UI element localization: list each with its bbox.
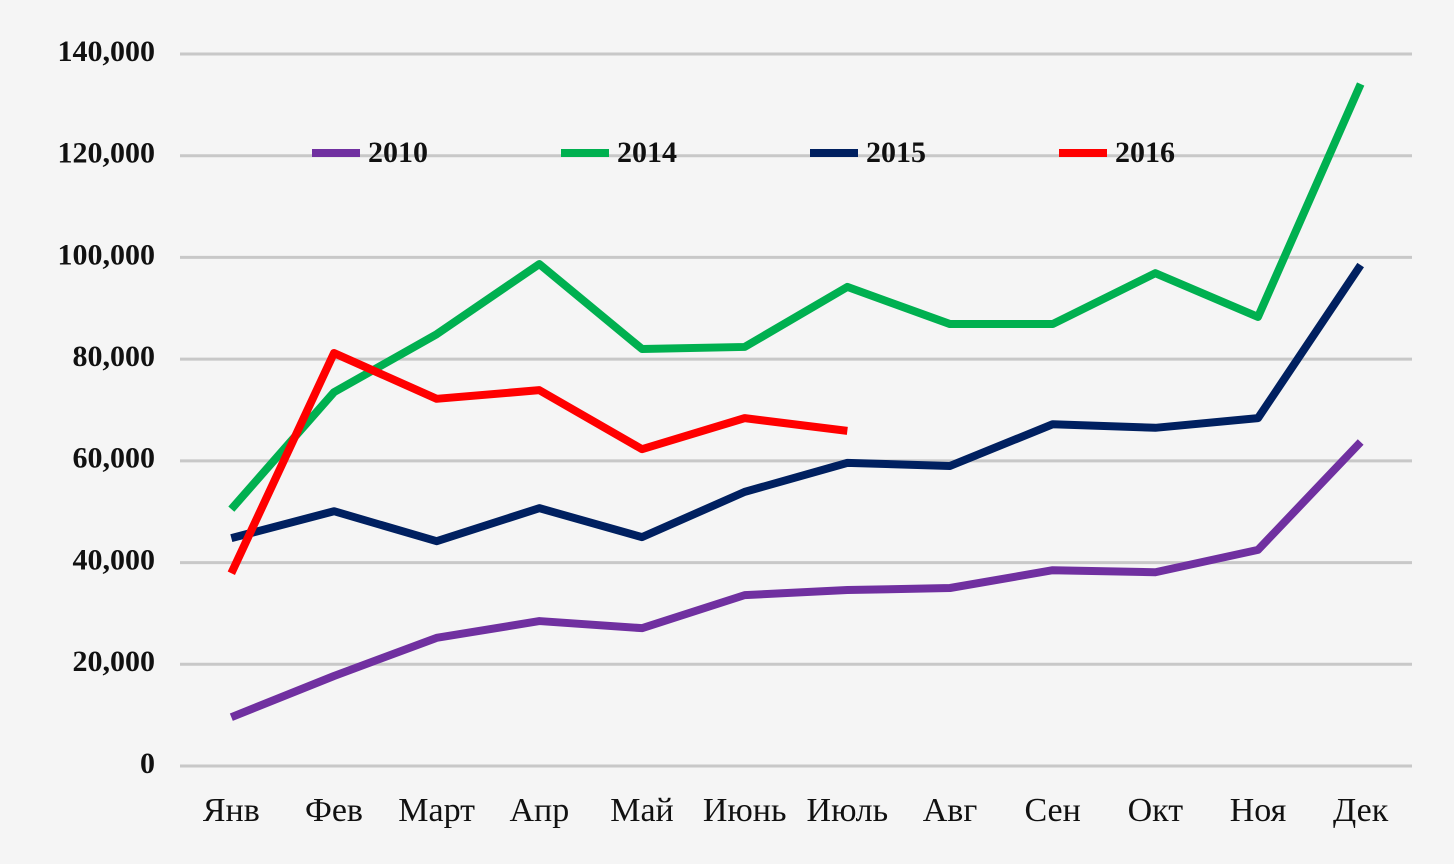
x-tick-label: Сен [1024, 792, 1080, 829]
y-tick-label: 120,000 [58, 137, 156, 170]
y-tick-label: 100,000 [58, 238, 156, 271]
x-tick-label: Авг [923, 792, 978, 829]
x-tick-label: Апр [509, 792, 569, 829]
x-tick-label: Янв [203, 792, 260, 829]
series-line [228, 82, 1365, 512]
x-tick-label: Март [398, 792, 475, 829]
x-tick-label: Фев [305, 792, 363, 829]
y-tick-label: 20,000 [73, 645, 156, 678]
x-tick-label: Дек [1333, 792, 1389, 829]
x-tick-label: Ноя [1230, 792, 1287, 829]
x-tick-label: Июль [807, 792, 889, 829]
legend-label: 2010 [368, 136, 428, 169]
y-tick-label: 140,000 [58, 35, 156, 68]
y-tick-label: 40,000 [73, 543, 156, 576]
series-line [230, 262, 1364, 546]
series-line [229, 439, 1364, 721]
legend-label: 2016 [1115, 136, 1175, 169]
x-tick-label: Июнь [703, 792, 787, 829]
y-tick-label: 0 [140, 747, 155, 780]
legend-label: 2014 [617, 136, 677, 169]
legend-label: 2015 [866, 136, 926, 169]
series-line [227, 349, 848, 575]
x-tick-label: Окт [1128, 792, 1184, 829]
y-tick-label: 60,000 [73, 442, 156, 475]
x-tick-label: Май [610, 792, 674, 829]
y-tick-label: 80,000 [73, 340, 156, 373]
